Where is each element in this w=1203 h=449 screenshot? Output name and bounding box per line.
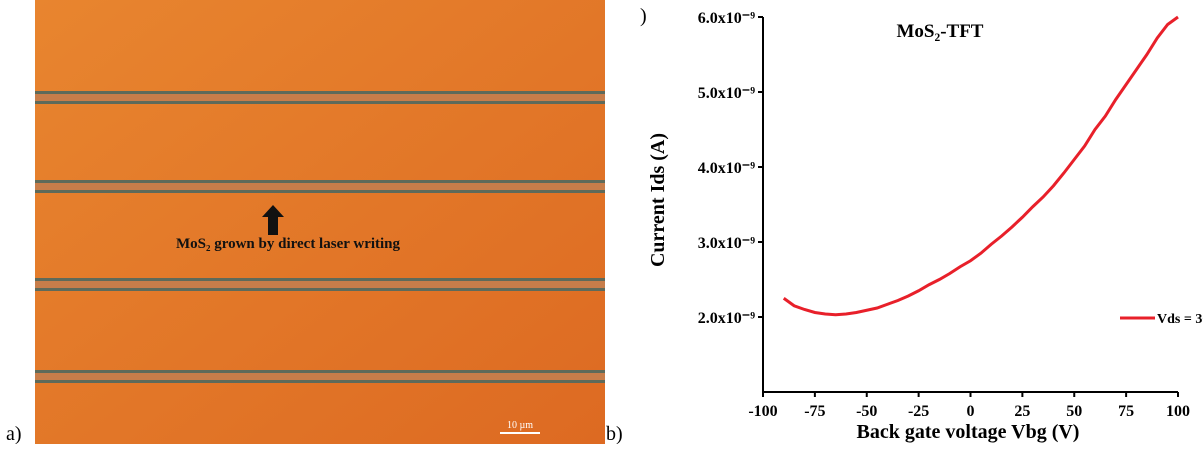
data-line — [784, 17, 1178, 315]
y-tick-label: 6.0x10⁻⁹ — [698, 10, 755, 27]
x-tick-label: -100 — [748, 403, 777, 420]
page: MoS₂ grown by direct laser writing 10 µm… — [0, 0, 1203, 444]
x-tick-label: -25 — [908, 403, 929, 420]
figure: MoS₂ grown by direct laser writing 10 µm… — [0, 0, 1203, 444]
x-tick-label: 25 — [1014, 403, 1030, 420]
x-tick-label: 75 — [1118, 403, 1134, 420]
panel-label: ) — [640, 5, 647, 27]
x-tick-label: 100 — [1166, 403, 1190, 420]
y-tick-label: 4.0x10⁻⁹ — [698, 160, 755, 177]
photo: MoS₂ grown by direct laser writing 10 µm — [35, 0, 605, 444]
x-tick-label: 50 — [1066, 403, 1082, 420]
legend-label: Vds = 30 V — [1157, 312, 1203, 327]
x-axis-label: Back gate voltage Vbg (V) — [857, 421, 1080, 443]
x-tick-label: -50 — [856, 403, 877, 420]
photo-annotation: MoS₂ grown by direct laser writing — [176, 236, 401, 252]
x-tick-label: -75 — [804, 403, 825, 420]
panel-label: b) — [606, 423, 623, 444]
chart-title: MoS₂-TFT — [897, 21, 984, 42]
y-tick-label: 2.0x10⁻⁹ — [698, 310, 755, 327]
y-axis-label: Current Ids (A) — [647, 133, 669, 267]
y-tick-label: 5.0x10⁻⁹ — [698, 85, 755, 102]
y-tick-label: 3.0x10⁻⁹ — [698, 235, 755, 252]
x-tick-label: 0 — [967, 403, 975, 420]
panel-label: a) — [6, 423, 22, 444]
scale-bar-label: 10 µm — [507, 420, 533, 431]
